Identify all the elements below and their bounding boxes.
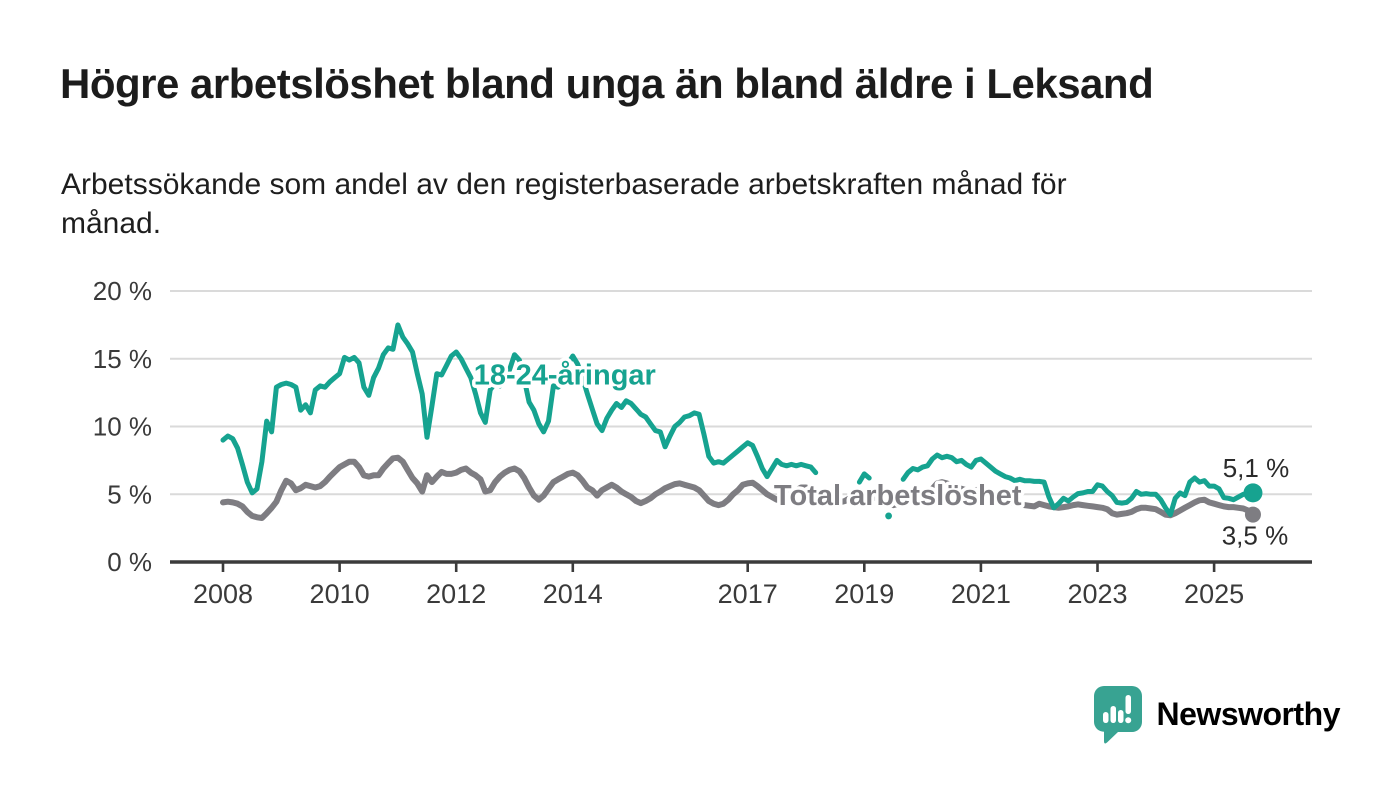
x-tick-label: 2014	[543, 579, 603, 609]
series-label-young: 18-24-åringar	[474, 359, 656, 391]
subtitle-line-1: Arbetssökande som andel av den registerb…	[61, 168, 1067, 201]
end-value-label-young: 5,1 %	[1223, 453, 1290, 483]
y-tick-label: 5 %	[107, 479, 152, 509]
y-tick-label: 20 %	[93, 276, 152, 306]
chart-labels: 18-24-åringar Total arbetslöshet 5,1 % 3…	[470, 356, 1290, 551]
subtitle-line-2: månad.	[61, 207, 162, 240]
series-end-dot	[1244, 506, 1261, 523]
series-line	[856, 471, 872, 485]
bar-2	[1110, 706, 1116, 723]
x-tick-label: 2017	[718, 579, 778, 609]
x-tick-label: 2025	[1184, 579, 1244, 609]
x-tick-label: 2023	[1067, 579, 1127, 609]
newsworthy-logo-text: Newsworthy	[1156, 695, 1341, 732]
series-line	[220, 454, 1256, 521]
bar-3	[1117, 710, 1124, 723]
chart-grid: 20 % 15 % 10 % 5 % 0 % 2008 2010 2012 2014 2017 20…	[93, 276, 1312, 609]
end-value-label-total: 3,5 %	[1222, 521, 1289, 551]
newsworthy-logo-icon	[1093, 686, 1142, 744]
exclamation-bar	[1125, 695, 1131, 714]
x-tick-label: 2010	[310, 579, 370, 609]
x-tick-label: 2008	[193, 579, 253, 609]
exclamation-dot	[1124, 717, 1131, 724]
y-tick-label: 15 %	[93, 344, 152, 374]
chart-series	[220, 322, 1263, 523]
series-line	[220, 322, 819, 496]
y-tick-label: 10 %	[93, 412, 152, 442]
x-tick-label: 2019	[834, 579, 894, 609]
newsworthy-branding: Newsworthy	[1092, 684, 1341, 744]
chart-subtitle: Arbetssökande som andel av den registerb…	[61, 165, 1281, 243]
isolated-data-point	[885, 512, 892, 520]
chart-title: Högre arbetslöshet bland unga än bland ä…	[60, 60, 1154, 107]
series-line	[900, 452, 1256, 518]
x-tick-label: 2021	[951, 579, 1011, 609]
series-end-dot	[1243, 483, 1263, 503]
x-tick-label: 2012	[426, 579, 486, 609]
bar-1	[1102, 712, 1109, 723]
y-tick-label: 0 %	[107, 547, 152, 577]
series-label-total: Total arbetslöshet	[774, 480, 1022, 512]
